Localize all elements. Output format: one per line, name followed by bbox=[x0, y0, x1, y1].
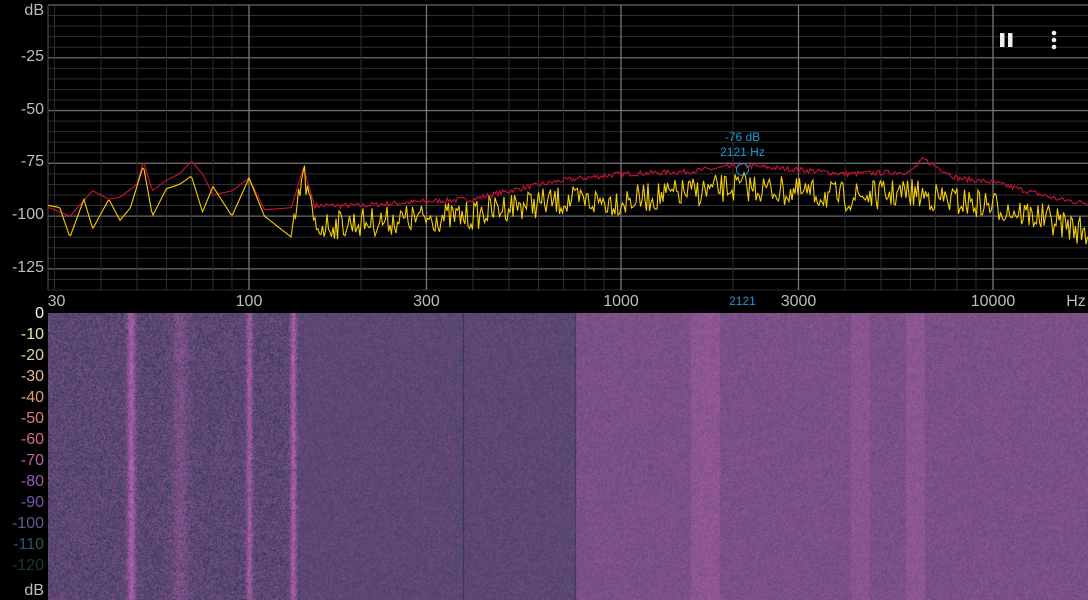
colorbar-label: -110 bbox=[13, 536, 44, 553]
current-line bbox=[47, 165, 1088, 245]
y-tick-label: -25 bbox=[20, 47, 44, 65]
colorbar-label: 0 bbox=[35, 305, 44, 322]
spectrum-chart[interactable] bbox=[0, 0, 1088, 312]
x-tick-label: 10000 bbox=[970, 293, 1016, 310]
pause-icon bbox=[1000, 33, 1013, 47]
colorbar-label: -10 bbox=[20, 326, 44, 343]
x-tick-label: 30 bbox=[47, 293, 66, 310]
colorbar-label: -20 bbox=[20, 347, 44, 364]
colorbar-label: -120 bbox=[11, 557, 44, 574]
pause-button[interactable] bbox=[998, 30, 1016, 55]
y-axis-unit: dB bbox=[24, 2, 44, 19]
colorbar-unit: dB bbox=[24, 582, 44, 599]
colorbar-label: -100 bbox=[11, 515, 44, 532]
peak_hold-line bbox=[47, 156, 1088, 217]
more-options-button[interactable] bbox=[1046, 30, 1062, 57]
marker-circle bbox=[735, 162, 749, 176]
x-tick-label: 1000 bbox=[603, 293, 639, 310]
marker-hz-label: 2121 Hz bbox=[720, 145, 765, 159]
colorbar-label: -90 bbox=[20, 494, 44, 511]
x-axis-unit: Hz bbox=[1066, 293, 1086, 310]
y-tick-label: -75 bbox=[20, 153, 44, 171]
colorbar-label: -50 bbox=[20, 410, 44, 427]
y-tick-label: -100 bbox=[11, 206, 44, 224]
colorbar-label: -40 bbox=[20, 389, 44, 406]
y-tick-label: -125 bbox=[11, 258, 44, 276]
x-tick-label: 3000 bbox=[780, 293, 817, 310]
x-tick-label: 300 bbox=[413, 293, 440, 310]
spectrogram bbox=[48, 313, 1088, 600]
colorbar-label: -30 bbox=[20, 368, 44, 385]
more-vert-icon bbox=[1051, 30, 1057, 50]
marker-axis-label: 2121 bbox=[729, 294, 756, 308]
marker-db-label: -76 dB bbox=[724, 130, 761, 144]
colorbar-label: -60 bbox=[20, 431, 44, 448]
colorbar-label: -70 bbox=[20, 452, 44, 469]
colorbar-label: -80 bbox=[20, 473, 44, 490]
x-tick-label: 100 bbox=[235, 293, 263, 310]
y-tick-label: -50 bbox=[20, 100, 44, 118]
